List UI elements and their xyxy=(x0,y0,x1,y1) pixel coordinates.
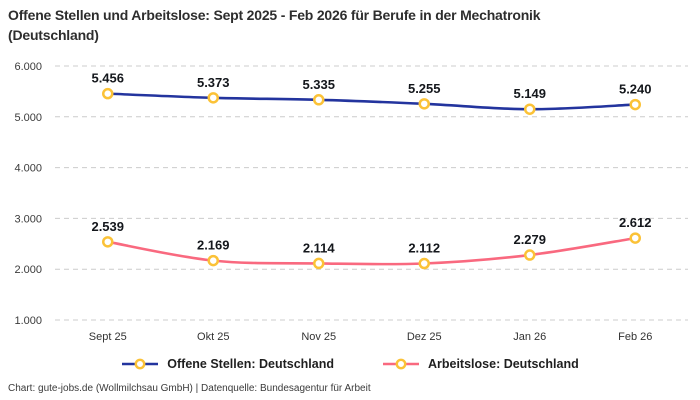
y-axis-tick-label: 5.000 xyxy=(14,112,42,124)
legend-swatch-arbeitslose-icon xyxy=(382,358,419,370)
y-axis-tick-label: 1.000 xyxy=(14,315,42,327)
data-point-label: 5.255 xyxy=(408,81,441,96)
y-axis-tick-label: 6.000 xyxy=(14,61,42,73)
chart-title: Offene Stellen und Arbeitslose: Sept 202… xyxy=(8,5,692,45)
data-point-label: 5.335 xyxy=(302,77,335,92)
data-point-label: 2.114 xyxy=(303,240,336,255)
data-point-marker xyxy=(524,249,536,261)
legend-label-arbeitslose: Arbeitslose: Deutschland xyxy=(427,357,579,371)
series-line xyxy=(106,92,637,111)
y-axis-tick-label: 4.000 xyxy=(14,163,42,175)
chart-title-line2: (Deutschland) xyxy=(8,27,99,43)
data-point-marker xyxy=(313,94,325,106)
x-axis-tick-label: Okt 25 xyxy=(197,331,229,343)
data-point-marker xyxy=(524,103,536,115)
data-point-label: 5.373 xyxy=(197,75,230,90)
y-axis-tick-label: 3.000 xyxy=(14,213,42,225)
x-axis-tick-label: Dez 25 xyxy=(407,331,442,343)
data-point-marker xyxy=(629,232,641,244)
data-point-marker xyxy=(102,87,114,100)
data-point-marker xyxy=(207,254,219,267)
data-point-label: 2.539 xyxy=(91,219,124,234)
data-point-label: 2.169 xyxy=(197,238,230,253)
data-point-label: 2.112 xyxy=(408,241,440,256)
attribution-text: Chart: gute-jobs.de (Wollmilchsau GmbH) … xyxy=(8,383,371,394)
data-point-label: 5.456 xyxy=(91,71,124,86)
chart-title-line1: Offene Stellen und Arbeitslose: Sept 202… xyxy=(8,7,541,23)
data-point-label: 5.149 xyxy=(513,86,546,101)
legend-item-offene-stellen: Offene Stellen: Deutschland xyxy=(121,357,334,371)
data-point-label: 2.612 xyxy=(619,215,652,230)
legend-label-offene-stellen: Offene Stellen: Deutschland xyxy=(167,357,334,371)
series-line xyxy=(106,236,637,266)
legend-swatch-offene-stellen-icon xyxy=(122,358,159,370)
data-point-label: 5.240 xyxy=(619,82,652,97)
legend-item-arbeitslose: Arbeitslose: Deutschland xyxy=(382,357,579,371)
data-point-marker xyxy=(418,257,430,270)
x-axis-tick-label: Sept 25 xyxy=(89,331,127,343)
data-point-marker xyxy=(418,98,430,110)
data-point-marker xyxy=(207,92,219,104)
x-axis-tick-label: Nov 25 xyxy=(301,331,336,343)
legend: Offene Stellen: Deutschland Arbeitslose:… xyxy=(0,357,700,371)
x-axis-tick-label: Feb 26 xyxy=(618,331,652,343)
data-point-marker xyxy=(102,236,114,248)
data-point-marker xyxy=(629,98,641,111)
data-point-label: 2.279 xyxy=(513,232,546,247)
y-axis-tick-label: 2.000 xyxy=(14,264,42,276)
x-axis-tick-label: Jan 26 xyxy=(513,331,546,343)
data-point-marker xyxy=(313,257,325,270)
